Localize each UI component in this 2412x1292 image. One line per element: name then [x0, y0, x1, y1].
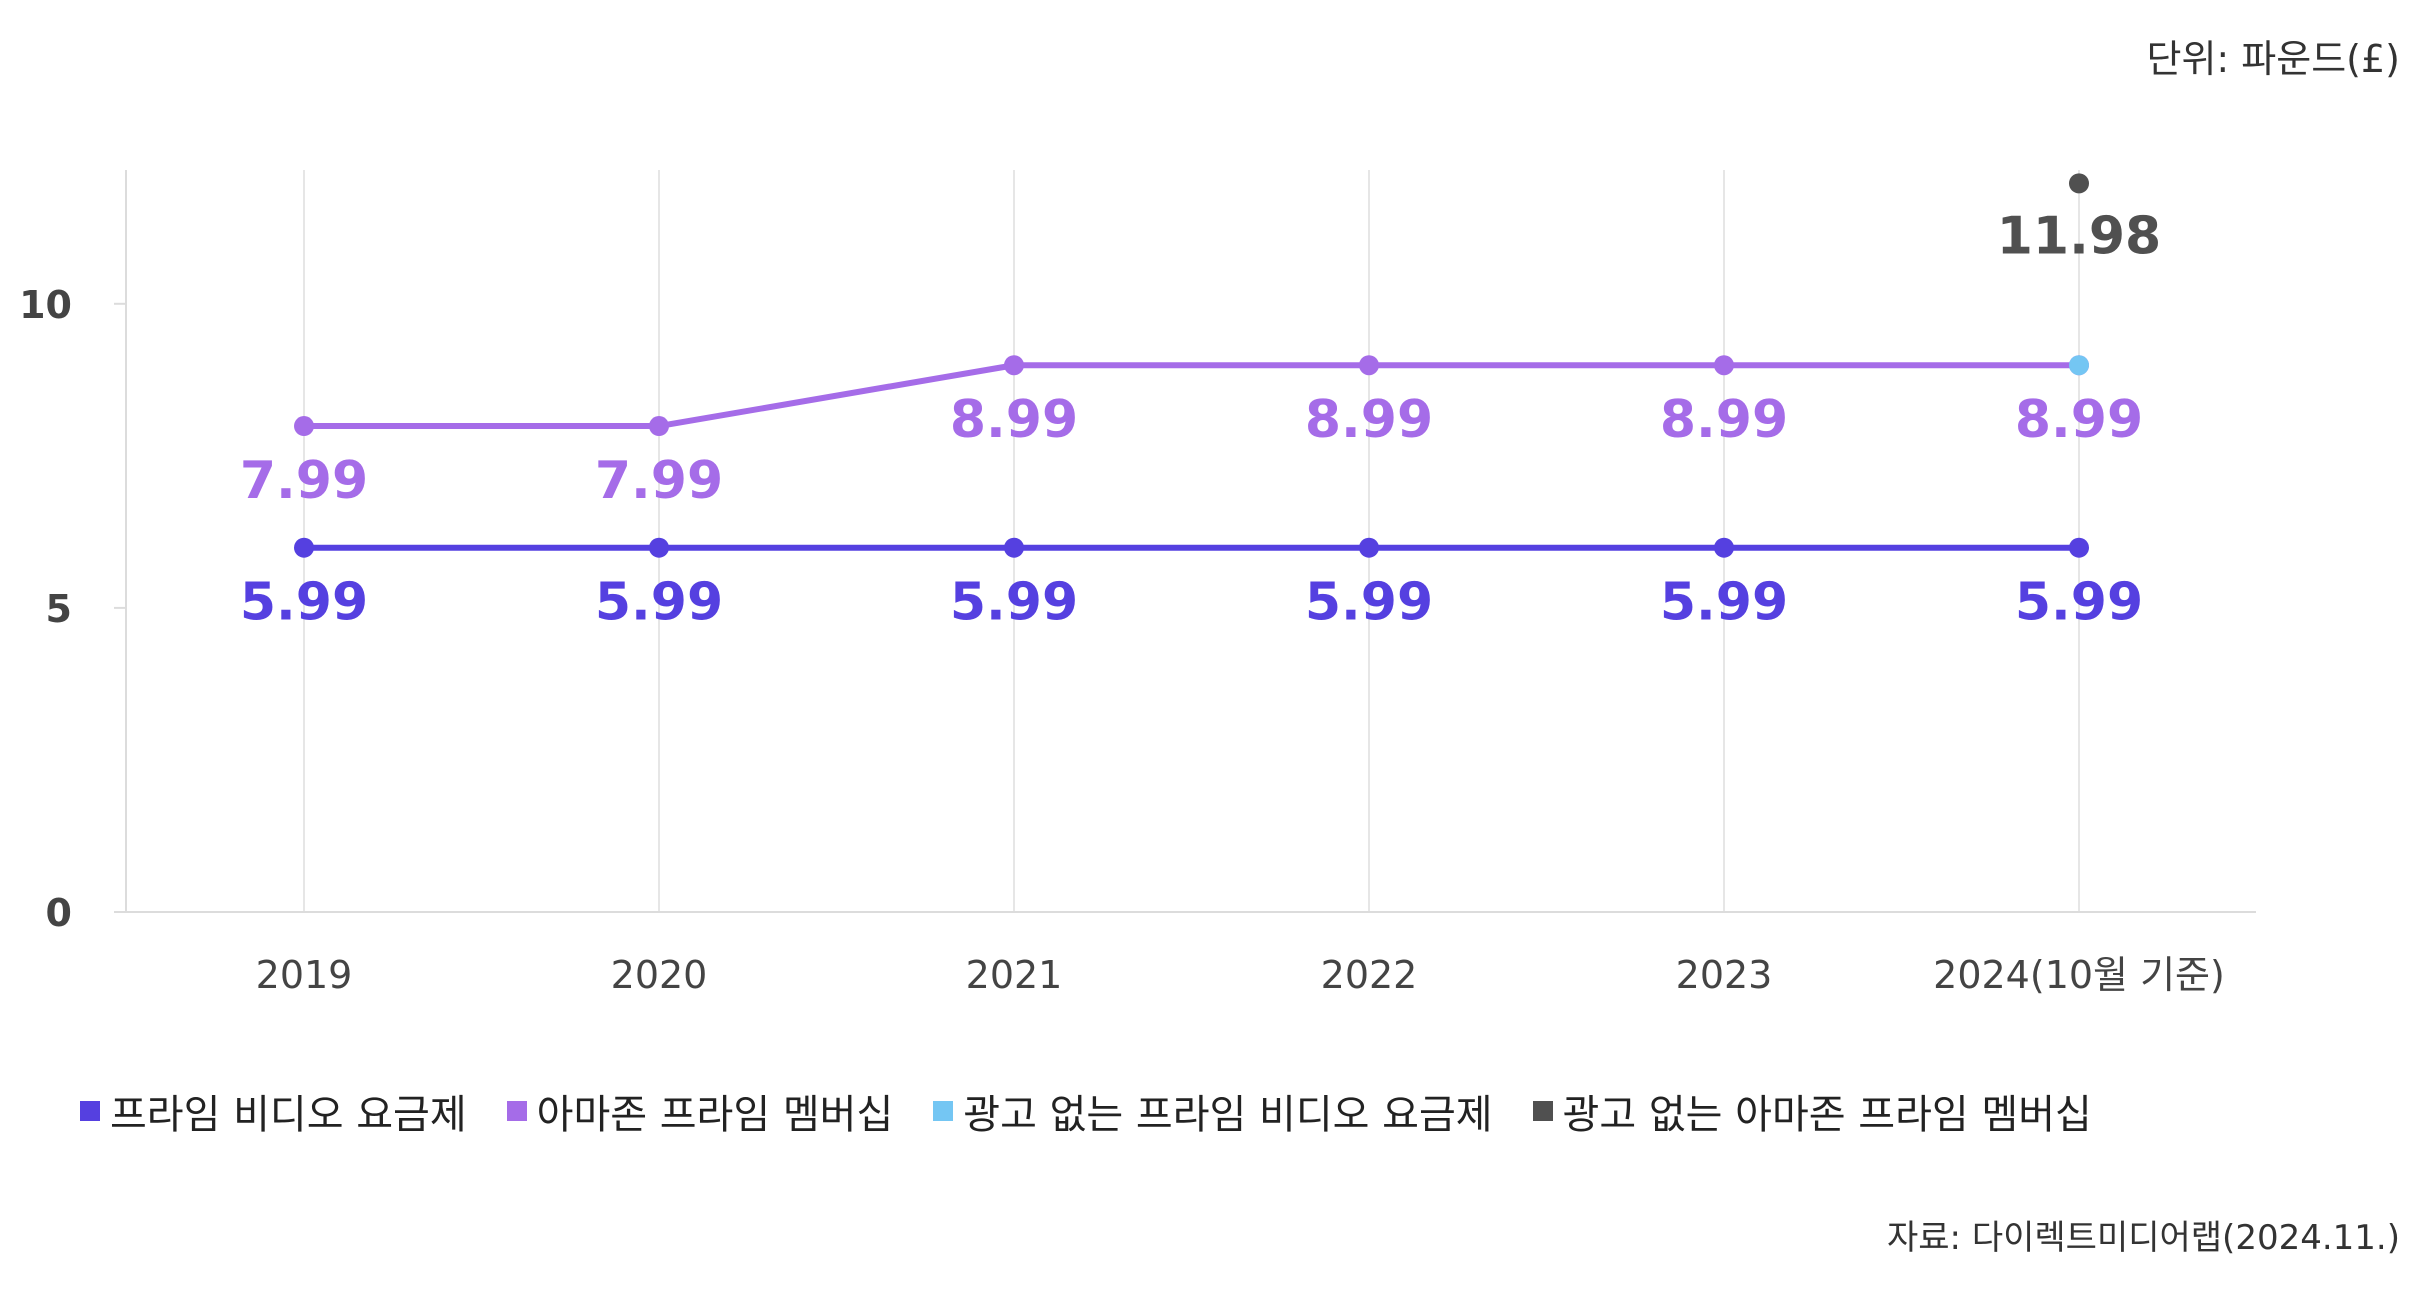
legend-item-adfree-amazon-prime[interactable]: 광고 없는 아마존 프라임 멤버십	[1532, 1082, 2092, 1140]
legend-swatch-prime-video	[80, 1101, 100, 1121]
series-line	[304, 362, 2079, 430]
x-tick-label: 2020	[611, 953, 708, 997]
data-point	[2069, 355, 2089, 376]
data-point	[1714, 355, 1734, 376]
data-point	[1714, 537, 1734, 558]
legend-swatch-adfree-prime-video	[933, 1101, 954, 1121]
legend-item-adfree-prime-video[interactable]: 광고 없는 프라임 비디오 요금제	[933, 1082, 1493, 1140]
data-label: 5.99	[1305, 573, 1433, 633]
y-tick-label: 0	[46, 891, 72, 935]
data-label: 5.99	[240, 573, 368, 633]
y-tick-label: 5	[46, 587, 72, 631]
legend-item-prime-video[interactable]: 프라임 비디오 요금제	[80, 1082, 467, 1140]
data-point	[649, 416, 669, 437]
data-label: 5.99	[595, 573, 723, 633]
y-tick-label: 10	[19, 283, 72, 327]
data-label: 8.99	[2015, 390, 2143, 450]
legend-label-prime-video: 프라임 비디오 요금제	[110, 1092, 467, 1138]
legend-label-adfree-prime-video: 광고 없는 프라임 비디오 요금제	[963, 1092, 1493, 1138]
data-point	[1004, 355, 1024, 376]
x-tick-label: 2024(10월 기준)	[1933, 953, 2225, 997]
data-label: 11.98	[1997, 206, 2161, 266]
x-tick-label: 2021	[966, 953, 1063, 997]
data-label: 7.99	[240, 451, 368, 511]
data-label: 5.99	[950, 573, 1078, 633]
data-label: 5.99	[1660, 573, 1788, 633]
data-label: 7.99	[595, 451, 723, 511]
data-point	[1004, 537, 1024, 558]
x-tick-label: 2023	[1676, 953, 1773, 997]
legend-label-adfree-amazon-prime: 광고 없는 아마존 프라임 멤버십	[1562, 1092, 2092, 1138]
data-label: 8.99	[950, 390, 1078, 450]
legend-label-amazon-prime: 아마존 프라임 멤버십	[536, 1092, 894, 1138]
x-tick-label: 2019	[256, 953, 353, 997]
legend-swatch-amazon-prime	[506, 1101, 527, 1121]
data-point	[2069, 537, 2089, 558]
data-point	[1359, 355, 1379, 376]
source-label: 자료: 다이렉트미디어랩(2024.11.)	[1887, 1218, 2400, 1258]
data-point	[649, 537, 669, 558]
data-point	[294, 537, 314, 558]
data-label: 8.99	[1305, 390, 1433, 450]
legend-swatch-adfree-amazon-prime	[1532, 1101, 1553, 1121]
unit-label: 단위: 파운드(£)	[2146, 37, 2400, 81]
legend: 프라임 비디오 요금제 아마존 프라임 멤버십 광고 없는 프라임 비디오 요금…	[80, 1082, 2132, 1140]
data-label: 8.99	[1660, 390, 1788, 450]
data-label: 5.99	[2015, 573, 2143, 633]
x-tick-label: 2022	[1321, 953, 1418, 997]
data-point	[2069, 173, 2089, 194]
legend-item-amazon-prime[interactable]: 아마존 프라임 멤버십	[506, 1082, 894, 1140]
data-point	[1359, 537, 1379, 558]
data-point	[294, 416, 314, 437]
